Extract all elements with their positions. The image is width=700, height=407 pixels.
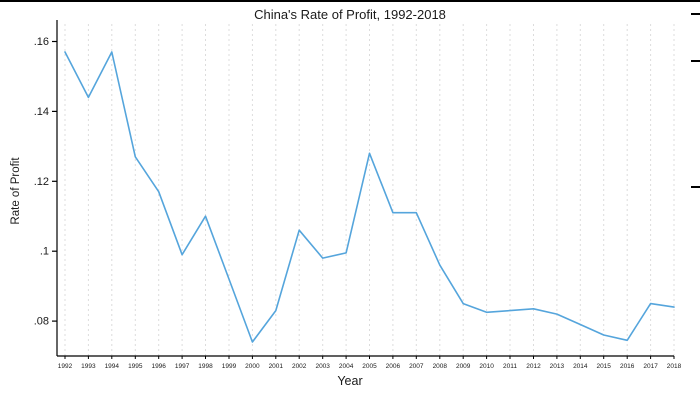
svg-text:1997: 1997 [175,363,190,370]
svg-text:2012: 2012 [526,363,541,370]
svg-text:1996: 1996 [151,363,166,370]
right-edge-tick [691,60,700,62]
svg-text:2006: 2006 [386,363,401,370]
chart-title: China's Rate of Profit, 1992-2018 [254,7,446,22]
svg-text:1999: 1999 [222,363,237,370]
svg-text:.08: .08 [34,316,49,328]
svg-text:2001: 2001 [269,363,284,370]
svg-text:2007: 2007 [409,363,424,370]
svg-text:2017: 2017 [643,363,658,370]
svg-text:.16: .16 [34,36,49,48]
svg-text:.14: .14 [34,106,49,118]
svg-text:2018: 2018 [667,363,682,370]
svg-text:2005: 2005 [362,363,377,370]
svg-text:2011: 2011 [503,363,517,370]
svg-text:2004: 2004 [339,363,354,370]
x-axis-label: Year [337,374,363,388]
svg-text:.12: .12 [34,176,49,188]
svg-text:2009: 2009 [456,363,471,370]
svg-text:1995: 1995 [128,363,143,370]
svg-text:2000: 2000 [245,363,260,370]
svg-text:1993: 1993 [81,363,96,370]
svg-text:.1: .1 [40,246,49,258]
svg-text:2013: 2013 [550,363,565,370]
right-edge-tick [691,186,700,188]
svg-text:1994: 1994 [105,363,120,370]
svg-text:2016: 2016 [620,363,635,370]
right-edge-tick [691,13,700,15]
svg-text:2002: 2002 [292,363,307,370]
svg-text:2008: 2008 [433,363,448,370]
svg-text:1992: 1992 [58,363,73,370]
top-border-line [0,0,700,2]
svg-text:2014: 2014 [573,363,588,370]
svg-text:2015: 2015 [596,363,611,370]
svg-text:1998: 1998 [198,363,213,370]
svg-text:2003: 2003 [315,363,330,370]
svg-text:2010: 2010 [479,363,494,370]
